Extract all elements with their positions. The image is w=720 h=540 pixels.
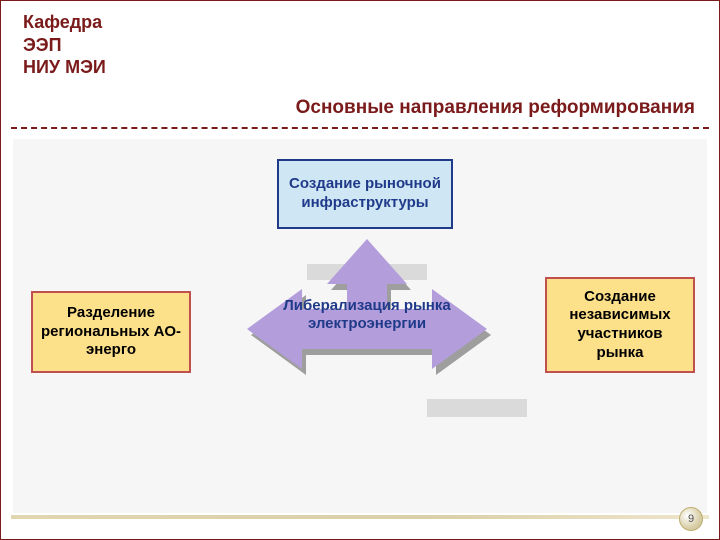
page-number-badge: 9 [679, 507, 703, 531]
node-right-label: Создание независимых участников рынка [555, 288, 685, 363]
node-top-label: Создание рыночной инфраструктуры [287, 175, 443, 213]
slide-title: Основные направления реформирования [296, 97, 695, 119]
node-left-label: Разделение региональных АО-энерго [41, 304, 181, 360]
dept-line-1: Кафедра [23, 11, 106, 34]
dept-line-3: НИУ МЭИ [23, 56, 106, 79]
slide-frame: Кафедра ЭЭП НИУ МЭИ Основные направления… [0, 0, 720, 540]
node-right: Создание независимых участников рынка [545, 277, 695, 373]
header-block: Кафедра ЭЭП НИУ МЭИ [23, 11, 106, 79]
dept-line-2: ЭЭП [23, 34, 106, 57]
page-number: 9 [688, 513, 694, 525]
node-top: Создание рыночной инфраструктуры [277, 159, 453, 229]
footer-accent-line [11, 515, 709, 519]
node-left: Разделение региональных АО-энерго [31, 291, 191, 373]
center-label-text: Либерализация рынка электроэнергии [283, 297, 450, 332]
center-label: Либерализация рынка электроэнергии [267, 297, 467, 333]
dashed-divider [11, 127, 709, 129]
